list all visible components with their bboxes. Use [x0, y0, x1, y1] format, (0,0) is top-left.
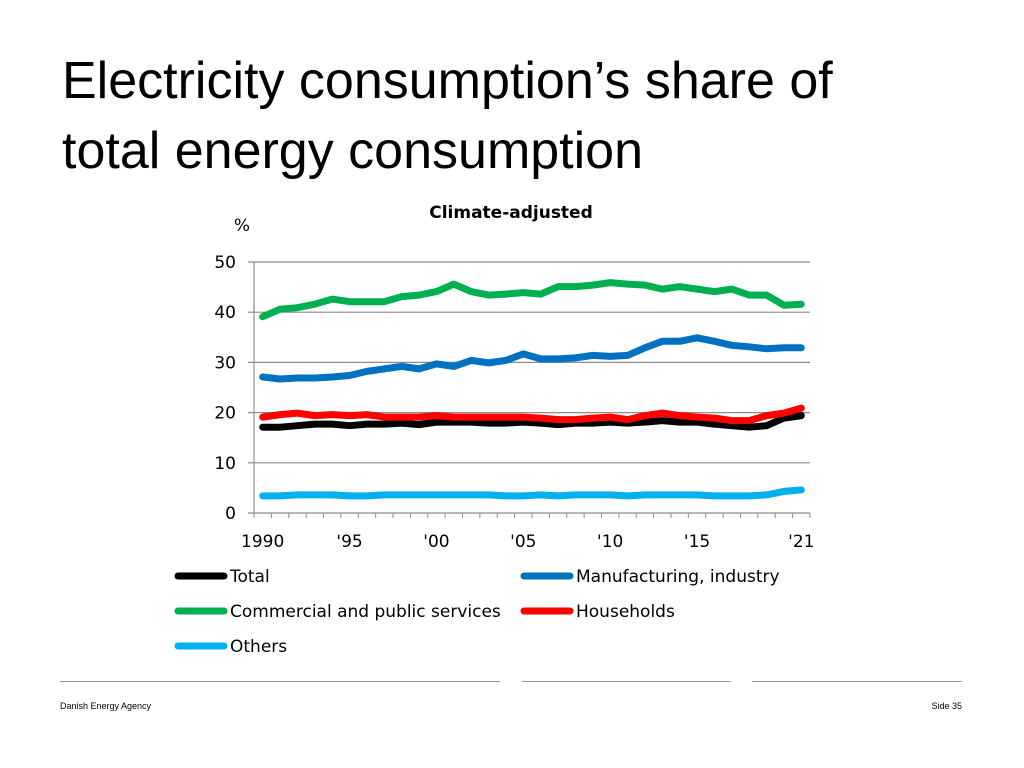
- legend-label-households: Households: [576, 602, 675, 622]
- series-line-others: [263, 490, 802, 496]
- footer-agency: Danish Energy Agency: [60, 701, 151, 711]
- x-tick-label: '21: [788, 532, 814, 552]
- series-line-commercial-and-public-services: [263, 283, 802, 317]
- x-tick-label: 1990: [241, 532, 284, 552]
- x-tick-label: '15: [684, 532, 710, 552]
- series-line-households: [263, 408, 802, 421]
- chart-title: Climate-adjusted: [429, 203, 593, 223]
- line-chart: 0 10 20 30 40 50 1990 '95 '00 '05 '10 '15 '21 Total M…: [0, 0, 1024, 768]
- y-tick-label: 0: [225, 504, 236, 524]
- y-tick-label: 50: [214, 253, 236, 273]
- legend-label-commercial-and-public-services: Commercial and public services: [230, 602, 501, 622]
- x-tick-label: '05: [510, 532, 536, 552]
- y-tick-label: 40: [214, 303, 236, 323]
- y-axis-unit-label: %: [234, 216, 250, 236]
- x-tick-label: '00: [423, 532, 449, 552]
- y-tick-label: 10: [214, 454, 236, 474]
- axes: 0 10 20 30 40 50 1990 '95 '00 '05 '10 '15 '21: [214, 253, 814, 552]
- legend: Total Manufacturing, industry Commercial a…: [178, 567, 780, 657]
- x-tick-label: '10: [597, 532, 623, 552]
- series-line-manufacturing-industry: [263, 338, 802, 379]
- footer-page-number: Side 35: [931, 701, 962, 711]
- y-tick-label: 30: [214, 353, 236, 373]
- footer-divider-middle: [522, 681, 731, 682]
- y-tick-label: 20: [214, 404, 236, 424]
- x-tick-label: '95: [336, 532, 362, 552]
- series-lines: [263, 283, 802, 496]
- legend-label-others: Others: [230, 637, 287, 657]
- legend-label-manufacturing-industry: Manufacturing, industry: [576, 567, 780, 587]
- footer-divider-right: [752, 681, 962, 682]
- legend-label-total: Total: [229, 567, 270, 587]
- footer-divider-left: [60, 681, 500, 682]
